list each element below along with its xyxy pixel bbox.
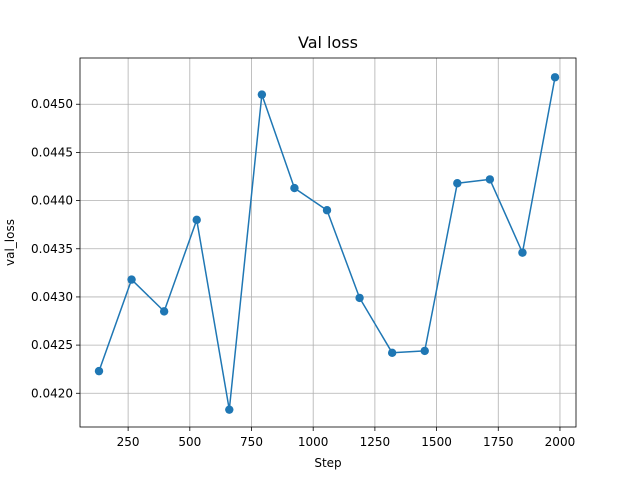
data-point-marker <box>453 179 462 188</box>
data-point-marker <box>485 175 495 184</box>
data-point-marker <box>420 346 429 356</box>
y-tick-label: 0.0420 <box>31 386 73 400</box>
data-point-marker <box>322 206 332 215</box>
y-tick-label: 0.0435 <box>31 242 73 256</box>
x-tick-label: 500 <box>178 435 201 449</box>
x-tick-label: 750 <box>240 435 263 449</box>
x-tick-label: 1250 <box>360 435 391 449</box>
y-tick-label: 0.0425 <box>31 338 73 352</box>
x-tick-label: 1750 <box>483 435 514 449</box>
ticks-layer: 250 500 750 1000 1250 1500 1750 2000 0.0420 0.042… <box>31 97 575 449</box>
plot-frame <box>79 57 577 428</box>
data-point-marker <box>257 90 267 99</box>
data-point-marker <box>94 366 104 376</box>
data-point-marker <box>290 183 299 193</box>
x-tick-label: 1000 <box>298 435 329 449</box>
series-line-0 <box>98 77 556 411</box>
x-tick-label: 2000 <box>545 435 576 449</box>
y-tick-label: 0.0430 <box>31 290 73 304</box>
y-axis-label: val_loss <box>3 219 17 266</box>
grid-layer <box>80 58 576 427</box>
data-point-marker <box>127 275 136 284</box>
data-point-marker <box>355 293 364 303</box>
chart-title: Val loss <box>298 33 358 52</box>
x-tick-label: 1500 <box>421 435 452 449</box>
data-point-marker <box>192 215 201 225</box>
data-point-marker <box>387 348 397 358</box>
x-tick-label: 250 <box>117 435 140 449</box>
data-point-marker <box>159 307 169 316</box>
y-tick-label: 0.0445 <box>31 145 73 159</box>
y-tick-label: 0.0440 <box>31 194 73 208</box>
x-axis-label: Step <box>314 456 341 470</box>
y-tick-label: 0.0450 <box>31 97 73 111</box>
data-point-marker <box>225 405 234 414</box>
series-layer <box>94 73 560 414</box>
data-point-marker <box>550 73 560 82</box>
data-point-marker <box>518 248 527 257</box>
